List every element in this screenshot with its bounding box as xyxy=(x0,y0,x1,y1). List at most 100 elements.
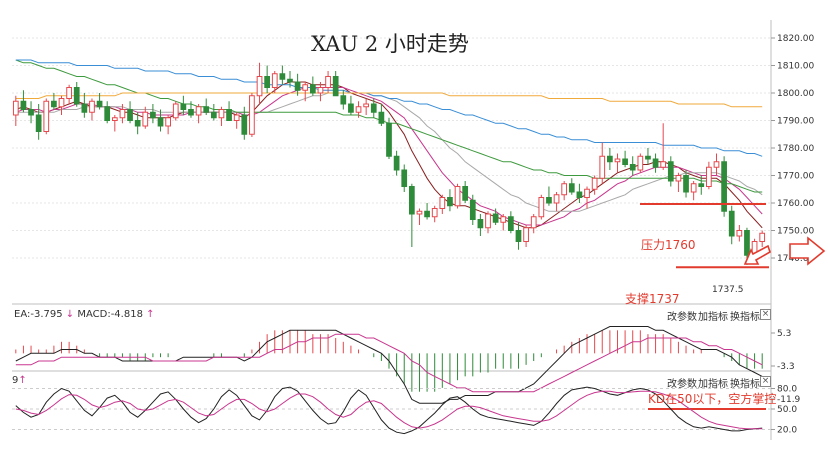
candle xyxy=(576,183,583,203)
candle-body xyxy=(249,95,255,135)
candle-body xyxy=(317,87,324,94)
price-tick-label: 1810.00 xyxy=(777,62,814,72)
candle xyxy=(195,104,202,124)
kd-close-icon[interactable]: × xyxy=(760,376,771,387)
candle-body xyxy=(454,186,461,207)
candle-body xyxy=(355,106,362,113)
candle xyxy=(73,82,80,107)
candlestick-layer xyxy=(12,62,766,265)
price-tick-label: 1770.00 xyxy=(777,172,814,182)
candle xyxy=(637,153,644,173)
kd-add-indicator-button[interactable]: 加指标 xyxy=(698,379,728,390)
candle xyxy=(447,189,453,212)
candle-body xyxy=(530,216,537,229)
candle xyxy=(210,104,217,121)
candle xyxy=(660,123,667,170)
candle xyxy=(233,112,240,129)
candle xyxy=(218,106,225,126)
candle-body xyxy=(690,183,697,193)
candle-body xyxy=(683,175,689,193)
candle-body xyxy=(157,117,164,127)
macd-switch-indicator-button[interactable]: 换指标 xyxy=(730,312,760,323)
candle-body xyxy=(302,84,309,91)
candle-body xyxy=(210,111,217,119)
kd-info: 9↑ xyxy=(12,375,27,386)
candle xyxy=(759,230,766,247)
candle-body xyxy=(485,213,491,229)
candle-body xyxy=(43,100,50,132)
candle xyxy=(355,101,362,118)
candle-body xyxy=(256,76,263,97)
candle xyxy=(492,208,499,225)
tick-label-layer: 1820.00 1810.00 1800.00 1790.00 1780.00 1770.… xyxy=(771,34,814,436)
candle xyxy=(401,164,408,192)
candle xyxy=(348,95,354,115)
candle-body xyxy=(218,109,225,119)
candle-body xyxy=(241,114,248,135)
right-arrow-icon xyxy=(789,236,826,266)
candle xyxy=(667,156,674,187)
candle xyxy=(271,71,278,93)
kd-params-button[interactable]: 改参数 xyxy=(667,379,697,390)
candle-body xyxy=(195,106,202,116)
support-label: 支撑1737 xyxy=(625,292,680,306)
candle-body xyxy=(401,169,408,187)
macd-close-icon[interactable]: × xyxy=(760,309,771,320)
moving-average-line xyxy=(15,87,763,226)
candle xyxy=(66,84,72,104)
candle xyxy=(20,90,27,113)
candle-body xyxy=(759,232,766,242)
price-tick-label: 1750.00 xyxy=(777,227,814,237)
kd-switch-indicator-button[interactable]: 换指标 xyxy=(730,379,760,390)
candle xyxy=(538,194,545,220)
candle-body xyxy=(127,109,133,121)
candle xyxy=(706,161,712,190)
candle-body xyxy=(73,87,80,105)
moving-average-layer xyxy=(15,59,763,229)
candle-body xyxy=(142,111,149,127)
grid-layer xyxy=(12,20,772,440)
candle xyxy=(96,93,103,110)
candle-body xyxy=(393,155,400,171)
candle-body xyxy=(104,106,111,121)
price-tick-label: 1780.00 xyxy=(777,144,814,154)
candle-body xyxy=(386,122,392,157)
candle xyxy=(58,95,65,115)
macd-info: EA:-3.795 ↓ MACD:-4.818 ↑ xyxy=(14,309,155,320)
candle-body xyxy=(58,98,65,108)
candle xyxy=(287,71,293,88)
candle xyxy=(370,98,377,118)
candle-body xyxy=(363,103,370,108)
candle-body xyxy=(629,164,636,171)
kd-tick-label: 20.0 xyxy=(777,426,797,436)
candle-body xyxy=(111,117,118,121)
candle-body xyxy=(576,191,583,198)
candle-body xyxy=(233,114,240,121)
candle-body xyxy=(309,84,316,94)
candle-body xyxy=(150,111,156,119)
candle xyxy=(104,101,111,124)
candle-body xyxy=(172,103,179,119)
macd-tick-label: -11.9 xyxy=(777,395,801,405)
candle xyxy=(424,203,430,220)
candle-body xyxy=(20,100,27,110)
macd-add-indicator-button[interactable]: 加指标 xyxy=(698,312,728,323)
candle-body xyxy=(492,213,499,223)
candle xyxy=(698,175,705,195)
candle xyxy=(462,181,469,203)
candle xyxy=(127,101,133,124)
candle xyxy=(500,214,507,231)
candle xyxy=(599,142,606,184)
macd-params-button[interactable]: 改参数 xyxy=(667,312,697,323)
candle-body xyxy=(469,199,476,220)
candle-body xyxy=(698,183,705,187)
candle-body xyxy=(180,103,187,110)
candle-body xyxy=(675,175,682,182)
candle-body xyxy=(203,106,210,113)
candle xyxy=(35,104,42,140)
candle-body xyxy=(279,73,286,80)
candle-body xyxy=(28,109,34,116)
candle xyxy=(180,95,187,115)
candle xyxy=(416,208,423,225)
candle xyxy=(393,150,400,176)
